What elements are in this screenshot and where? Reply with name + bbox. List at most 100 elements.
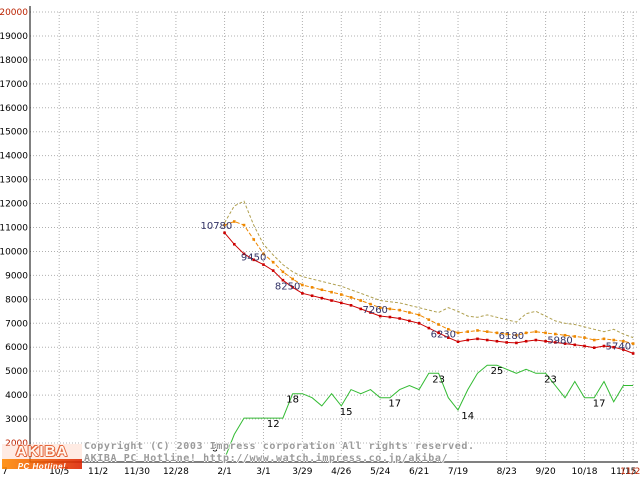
lowest-price-marker — [447, 336, 450, 339]
average-price-marker — [592, 338, 596, 342]
average-price-marker — [223, 223, 226, 227]
average-price-marker — [476, 329, 479, 332]
y-axis-label: 7000 — [5, 319, 28, 329]
shop-count-label: 18 — [286, 395, 299, 406]
y-axis-label: 8000 — [5, 295, 28, 305]
y-axis-label: 12000 — [0, 200, 28, 210]
x-axis-label: 11/2 — [88, 467, 108, 477]
y-axis-label: 11000 — [0, 224, 28, 234]
shop-count-label: 6 — [212, 444, 218, 455]
price-label: 5980 — [547, 336, 572, 347]
average-price-marker — [252, 238, 256, 241]
shop-count-label: 15 — [340, 407, 353, 418]
shop-count-label: 12 — [267, 419, 280, 430]
lowest-price-marker — [301, 292, 304, 295]
shop-count-label: 17 — [593, 399, 606, 410]
lowest-price-marker — [612, 345, 615, 349]
lowest-price-marker — [417, 321, 421, 325]
x-axis-label: 10/5 — [49, 467, 69, 477]
lowest-price-marker — [320, 296, 324, 300]
y-axis-label: 18000 — [0, 56, 28, 66]
lowest-price-marker — [388, 315, 392, 319]
average-price-marker — [495, 331, 499, 335]
average-price-marker — [515, 333, 518, 337]
shop-count-label: 23 — [544, 374, 557, 385]
average-price-marker — [583, 336, 586, 339]
x-axis-label: 2/1 — [217, 467, 231, 477]
y-axis-label: 14000 — [0, 152, 28, 162]
highest-price-line — [224, 200, 634, 339]
lowest-price-marker — [339, 301, 343, 305]
lowest-price-marker — [602, 344, 606, 348]
lowest-price-marker — [456, 340, 460, 344]
y-axis-label: 4000 — [5, 391, 28, 401]
lowest-price-marker — [359, 307, 363, 311]
y-axis-label: 6000 — [5, 343, 28, 353]
average-price-marker — [262, 252, 265, 256]
x-axis-label: 7/19 — [448, 467, 468, 477]
lowest-price-marker — [349, 304, 353, 307]
average-price-marker — [310, 286, 314, 289]
average-price-marker — [437, 323, 440, 326]
average-price-marker — [369, 302, 372, 306]
lowest-price-marker — [544, 339, 547, 343]
average-price-marker — [456, 331, 460, 335]
lowest-price-marker — [476, 337, 479, 341]
lowest-price-marker — [408, 319, 411, 323]
x-axis-label: 5/24 — [370, 467, 390, 477]
lowest-price-marker — [466, 338, 470, 342]
average-price-marker — [622, 339, 625, 343]
average-price-marker — [524, 331, 528, 335]
average-price-marker — [485, 330, 489, 333]
average-price-marker — [505, 332, 508, 336]
lowest-price-marker — [330, 299, 333, 302]
lowest-price-marker — [252, 258, 256, 262]
price-label: 5740 — [606, 341, 631, 352]
x-axis-label: 12/28 — [163, 467, 189, 477]
average-price-marker — [281, 270, 285, 274]
price-label: 10780 — [200, 221, 232, 232]
lowest-price-marker — [554, 341, 557, 344]
shop-count-label: 25 — [491, 366, 504, 377]
price-label: 6230 — [431, 330, 456, 341]
shop-count-label: 23 — [432, 374, 445, 385]
lowest-price-marker — [563, 342, 567, 345]
average-price-marker — [544, 331, 547, 335]
x-axis-label: 11/15 — [610, 467, 636, 477]
average-price-marker — [388, 307, 392, 311]
lowest-price-marker — [427, 326, 431, 330]
lowest-price-marker — [437, 331, 440, 335]
x-axis-label: 11/30 — [124, 467, 150, 477]
y-axis-label: 20000 — [0, 8, 28, 18]
lowest-price-marker — [398, 317, 401, 320]
average-price-marker — [398, 308, 401, 312]
y-axis-label: 15000 — [0, 128, 28, 138]
lowest-price-marker — [271, 269, 275, 272]
average-price-marker — [408, 311, 411, 314]
y-axis-label: 2000 — [5, 439, 28, 449]
average-price-marker — [563, 333, 567, 337]
lowest-price-marker — [242, 252, 246, 256]
y-axis-label: 9000 — [5, 271, 28, 281]
lowest-price-marker — [515, 341, 518, 345]
lowest-price-marker — [583, 344, 586, 348]
lowest-price-marker — [631, 352, 635, 355]
x-axis-label: 3/1 — [256, 467, 270, 477]
lowest-price-marker — [505, 341, 508, 344]
lowest-price-marker — [622, 348, 625, 351]
average-price-marker — [378, 306, 382, 310]
x-axis-label: 10/18 — [572, 467, 598, 477]
lowest-price-marker — [573, 343, 577, 347]
y-axis-label: 5000 — [5, 367, 28, 377]
average-price-marker — [320, 288, 324, 292]
lowest-price-marker — [378, 314, 382, 318]
shop-count-line — [224, 364, 634, 459]
price-label: 8250 — [275, 281, 300, 292]
lowest-price-marker — [524, 339, 528, 343]
average-price-marker — [602, 337, 606, 341]
lowest-price-marker — [495, 339, 499, 343]
shop-count-label: 17 — [388, 399, 401, 410]
average-price-marker — [359, 299, 363, 302]
average-price-marker — [534, 330, 538, 333]
